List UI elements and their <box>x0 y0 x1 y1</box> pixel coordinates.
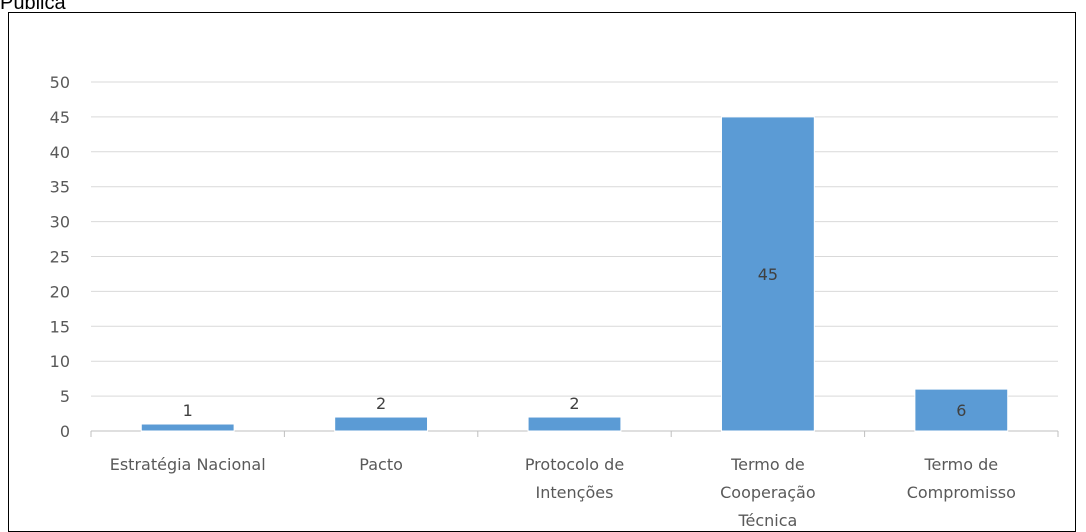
y-tick-label: 20 <box>50 282 70 301</box>
y-tick-label: 50 <box>50 73 70 92</box>
bar <box>914 388 1009 432</box>
y-tick-label: 25 <box>50 248 70 267</box>
x-category-label: Termo de <box>923 455 998 474</box>
y-tick-label: 40 <box>50 143 70 162</box>
y-tick-label: 35 <box>50 178 70 197</box>
data-label: 2 <box>376 394 386 413</box>
x-category-label: Cooperação <box>720 483 816 502</box>
bar <box>334 416 429 432</box>
bar <box>140 423 235 432</box>
data-label: 1 <box>183 401 193 420</box>
y-tick-label: 10 <box>50 352 70 371</box>
header-fragment: Pública <box>0 0 66 14</box>
data-label: 6 <box>956 401 966 420</box>
y-tick-label: 5 <box>60 387 70 406</box>
data-label: 45 <box>758 265 778 284</box>
y-tick-label: 15 <box>50 317 70 336</box>
x-category-label: Protocolo de <box>525 455 624 474</box>
x-category-label: Estratégia Nacional <box>110 455 266 474</box>
y-tick-label: 30 <box>50 213 70 232</box>
x-category-label: Pacto <box>359 455 403 474</box>
bar <box>720 116 815 432</box>
x-category-label: Compromisso <box>907 483 1016 502</box>
bar <box>527 416 622 432</box>
y-tick-label: 0 <box>60 422 70 441</box>
x-category-label: Técnica <box>737 511 797 529</box>
x-category-label: Intenções <box>536 483 614 502</box>
y-tick-label: 45 <box>50 108 70 127</box>
data-label: 2 <box>569 394 579 413</box>
x-category-label: Termo de <box>730 455 805 474</box>
